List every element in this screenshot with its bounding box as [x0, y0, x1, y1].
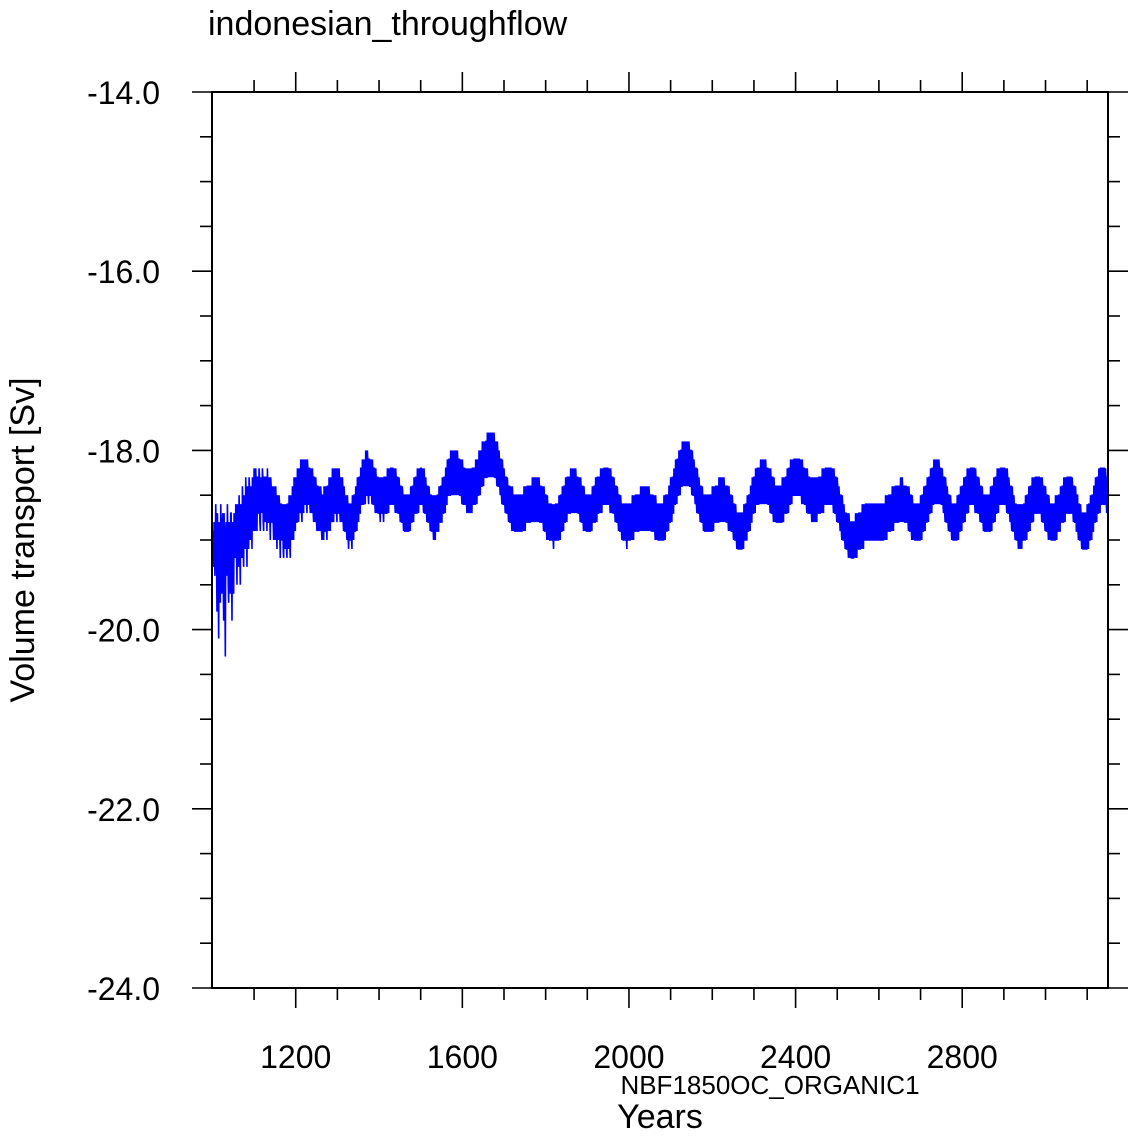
x-tick-label: 2000	[593, 1039, 664, 1075]
tick-marks	[192, 72, 1128, 1008]
y-tick-label: -20.0	[87, 613, 160, 649]
x-tick-label: 1200	[260, 1039, 331, 1075]
y-tick-labels: -24.0 -22.0 -20.0 -18.0 -16.0 -14.0	[87, 75, 160, 1007]
chart-title: indonesian_throughflow	[208, 5, 568, 43]
x-tick-labels: 1200 1600 2000 2400 2800	[260, 1039, 998, 1075]
y-tick-label: -24.0	[87, 971, 160, 1007]
case-name-label: NBF1850OC_ORGANIC1	[620, 1070, 919, 1100]
y-axis-label: Volume transport [Sv]	[4, 377, 42, 702]
x-tick-label: 2400	[760, 1039, 831, 1075]
y-tick-label: -22.0	[87, 792, 160, 828]
x-tick-label: 2800	[927, 1039, 998, 1075]
y-tick-label: -14.0	[87, 75, 160, 111]
x-axis-label: Years	[617, 1098, 703, 1136]
series-line-0	[212, 432, 1108, 657]
y-tick-label: -18.0	[87, 433, 160, 469]
y-tick-label: -16.0	[87, 254, 160, 290]
x-tick-label: 1600	[427, 1039, 498, 1075]
series-group	[212, 432, 1108, 657]
